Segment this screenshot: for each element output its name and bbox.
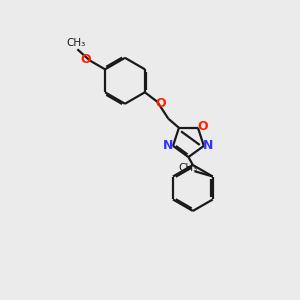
Text: N: N — [203, 139, 214, 152]
Text: CH₃: CH₃ — [178, 163, 198, 173]
Text: CH₃: CH₃ — [67, 38, 86, 48]
Text: N: N — [163, 139, 173, 152]
Text: O: O — [197, 120, 208, 133]
Text: O: O — [156, 97, 167, 110]
Text: O: O — [81, 52, 91, 65]
